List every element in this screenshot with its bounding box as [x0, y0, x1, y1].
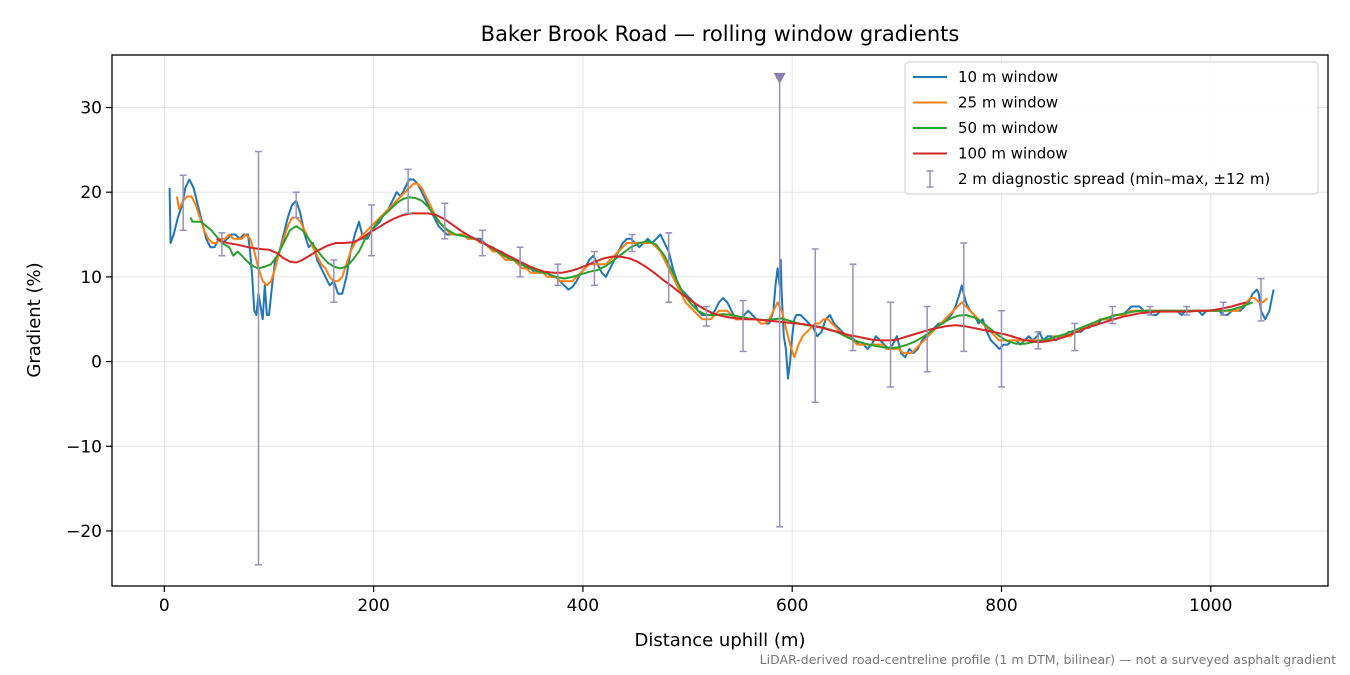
- y-tick-label: 30: [80, 99, 102, 119]
- y-tick-label: 0: [91, 353, 102, 373]
- axis-ticks: 0 200 400 600 800 1000 −20 −10 0 10 20 30: [66, 99, 1232, 616]
- x-axis-label: Distance uphill (m): [635, 630, 806, 651]
- y-tick-label: 20: [80, 183, 102, 203]
- series-lines: [168, 178, 1275, 380]
- legend-box: [904, 61, 1319, 195]
- x-tick-label: 200: [357, 596, 389, 616]
- series-line-4: [216, 212, 1247, 344]
- x-tick-label: 800: [985, 596, 1017, 616]
- series-line-1: [168, 178, 1275, 380]
- legend-label-1: 10 m window: [958, 68, 1058, 86]
- clipped-marker: [773, 72, 786, 84]
- x-tick-label: 0: [159, 596, 170, 616]
- series-line-3: [189, 196, 1254, 349]
- footnote: LiDAR-derived road-centreline profile (1…: [759, 652, 1336, 667]
- y-tick-label: −10: [66, 437, 102, 457]
- y-tick-label: 10: [80, 268, 102, 288]
- x-tick-label: 1000: [1189, 596, 1232, 616]
- y-tick-label: −20: [66, 522, 102, 542]
- legend-label-2: 25 m window: [958, 94, 1058, 112]
- plot-frame: [111, 54, 1329, 587]
- chart-title: Baker Brook Road — rolling window gradie…: [481, 22, 960, 46]
- series-line-2: [175, 182, 1269, 359]
- x-tick-label: 400: [567, 596, 599, 616]
- y-axis-label: Gradient (%): [24, 262, 45, 377]
- x-tick-label: 600: [776, 596, 808, 616]
- legend: 10 m window 25 m window 50 m window 100 m w…: [904, 61, 1319, 195]
- diagnostic-spread: [179, 72, 1265, 566]
- legend-label-4: 100 m window: [958, 145, 1068, 163]
- legend-label-3: 50 m window: [958, 119, 1058, 137]
- legend-label-spread: 2 m diagnostic spread (min–max, ±12 m): [958, 170, 1270, 188]
